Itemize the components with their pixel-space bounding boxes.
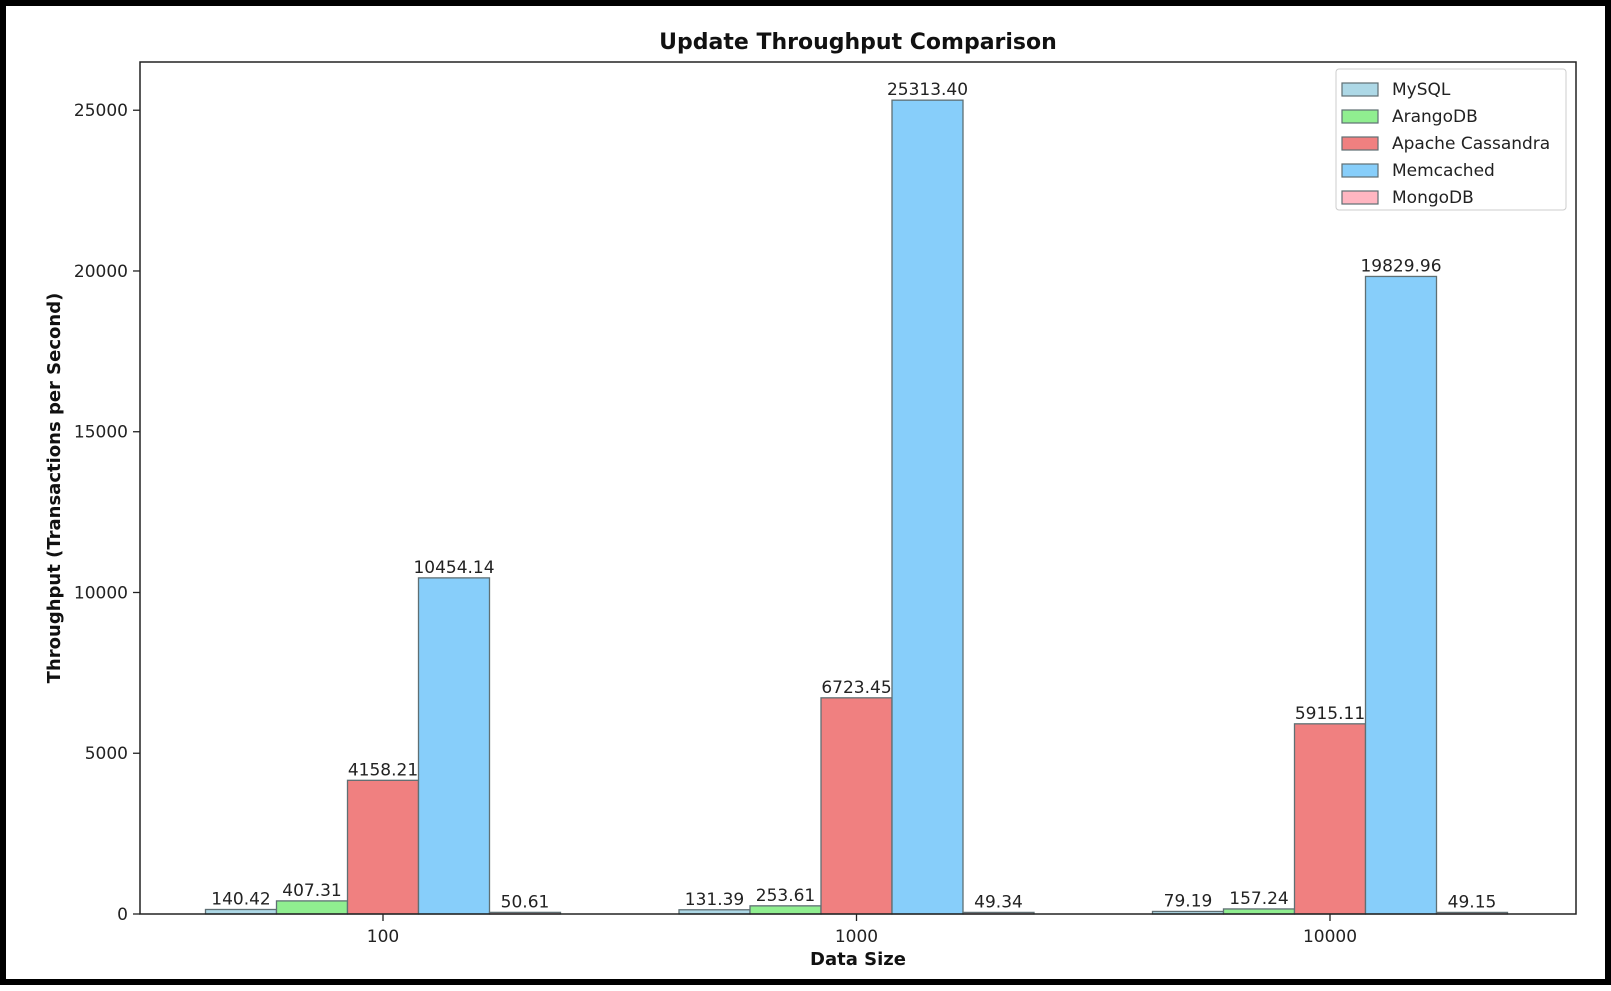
data-label: 140.42 <box>211 889 270 909</box>
data-label: 4158.21 <box>348 760 418 780</box>
bar-apache-cassandra-100 <box>346 779 420 915</box>
data-label: 49.15 <box>1448 892 1497 912</box>
legend-label: MySQL <box>1392 80 1451 100</box>
x-axis-title: Data Size <box>810 949 906 970</box>
data-label: 6723.45 <box>821 678 891 698</box>
data-label: 253.61 <box>756 886 815 906</box>
x-axis: 100 1000 10000 <box>367 914 1357 947</box>
legend-label: Apache Cassandra <box>1392 134 1550 154</box>
data-label: 10454.14 <box>413 558 494 578</box>
data-label: 25313.40 <box>887 80 968 100</box>
y-tick-label: 0 <box>117 905 128 925</box>
data-label: 19829.96 <box>1360 256 1441 276</box>
bar-apache-cassandra-10000 <box>1293 723 1367 915</box>
y-tick-label: 25000 <box>74 101 128 121</box>
legend-swatch <box>1341 136 1379 151</box>
bar-chart: 140.42 407.31 4158.21 10454.14 50.61 131.39 25… <box>44 30 1577 970</box>
data-label: 79.19 <box>1164 891 1213 911</box>
legend-box <box>1335 68 1567 211</box>
bar-arangodb-10000 <box>1222 908 1296 915</box>
legend-swatch <box>1341 109 1379 124</box>
bar-apache-cassandra-1000 <box>820 697 893 915</box>
data-label: 5915.11 <box>1295 704 1365 724</box>
y-tick-label: 15000 <box>74 423 128 443</box>
bar-memcached-100 <box>417 577 491 915</box>
y-tick-label: 5000 <box>85 744 128 764</box>
plot-area-border <box>139 61 1577 915</box>
data-label: 407.31 <box>282 881 341 901</box>
legend-label: ArangoDB <box>1392 107 1478 127</box>
bars-layer <box>204 99 1509 915</box>
data-labels-layer: 140.42 407.31 4158.21 10454.14 50.61 131.39 25… <box>211 80 1496 912</box>
legend-items: MySQL ArangoDB Apache Cassandra Memcached Mo… <box>1341 80 1550 208</box>
y-tick-label: 10000 <box>74 583 128 603</box>
bar-memcached-10000 <box>1364 275 1438 915</box>
data-label: 131.39 <box>685 890 744 910</box>
legend-label: Memcached <box>1392 161 1495 181</box>
legend-swatch <box>1341 163 1379 178</box>
x-tick-label: 100 <box>367 927 399 947</box>
legend-label: MongoDB <box>1392 188 1474 208</box>
data-label: 157.24 <box>1229 889 1288 909</box>
x-tick-label: 10000 <box>1303 927 1357 947</box>
y-axis: 0 5000 10000 15000 20000 25000 <box>74 101 140 925</box>
legend-swatch <box>1341 82 1379 97</box>
y-axis-title: Throughput (Transactions per Second) <box>44 293 65 684</box>
y-tick-label: 20000 <box>74 262 128 282</box>
bar-arangodb-100 <box>275 900 349 915</box>
bar-arangodb-1000 <box>749 905 822 915</box>
data-label: 49.34 <box>974 892 1023 912</box>
chart-title: Update Throughput Comparison <box>659 30 1057 55</box>
x-tick-label: 1000 <box>835 927 878 947</box>
data-label: 50.61 <box>501 892 550 912</box>
legend-swatch <box>1341 190 1379 205</box>
legend: MySQL ArangoDB Apache Cassandra Memcached Mo… <box>1335 68 1567 211</box>
bar-memcached-1000 <box>891 99 964 915</box>
